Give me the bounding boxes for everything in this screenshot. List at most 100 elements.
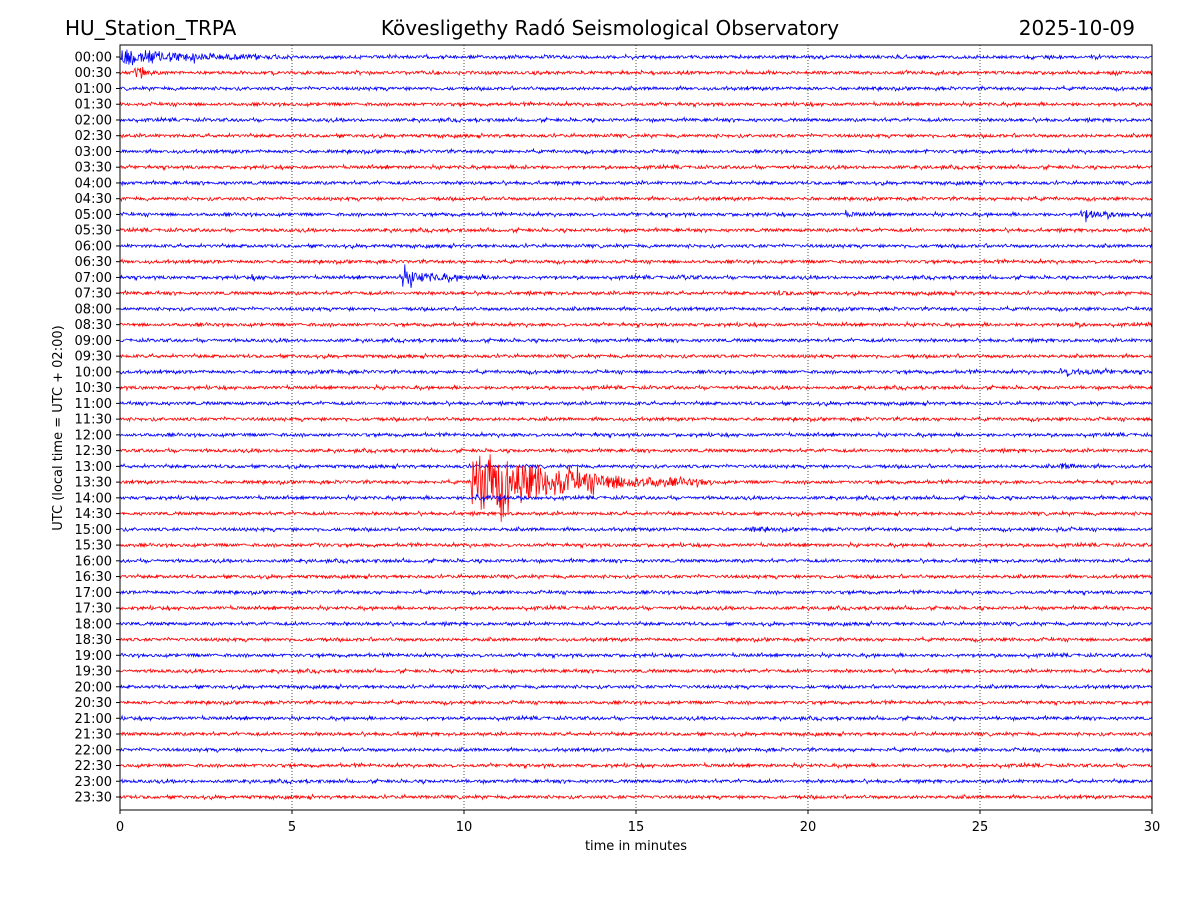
trace-1800 xyxy=(120,620,1152,628)
row-label: 13:30 xyxy=(75,476,112,491)
trace-2330 xyxy=(120,793,1152,801)
trace-0930 xyxy=(120,352,1152,360)
trace-0200 xyxy=(120,116,1152,124)
row-label: 19:00 xyxy=(75,649,112,664)
x-tick-label: 10 xyxy=(456,820,473,835)
trace-1900 xyxy=(120,651,1152,660)
trace-2130 xyxy=(120,730,1152,738)
row-label: 04:30 xyxy=(75,192,112,207)
trace-0500 xyxy=(120,209,1152,223)
x-axis-label: time in minutes xyxy=(585,839,687,854)
chart-date: 2025-10-09 xyxy=(1019,16,1135,40)
row-label: 15:00 xyxy=(75,523,112,538)
row-label: 03:30 xyxy=(75,161,112,176)
trace-1930 xyxy=(120,667,1152,675)
trace-1130 xyxy=(120,415,1152,423)
trace-0600 xyxy=(120,242,1152,250)
trace-0000 xyxy=(120,49,1152,66)
y-axis-label: UTC (local time = UTC + 02:00) xyxy=(51,325,66,530)
row-label: 00:30 xyxy=(75,66,112,81)
row-label: 14:30 xyxy=(75,507,112,522)
row-label: 05:00 xyxy=(75,208,112,223)
trace-1200 xyxy=(120,430,1152,439)
row-label: 12:30 xyxy=(75,444,112,459)
trace-0430 xyxy=(120,194,1152,203)
trace-0630 xyxy=(120,257,1152,266)
row-label: 16:30 xyxy=(75,570,112,585)
row-label: 10:00 xyxy=(75,365,112,380)
trace-1230 xyxy=(120,446,1152,455)
trace-0530 xyxy=(120,226,1152,234)
trace-0900 xyxy=(120,336,1152,345)
row-label: 06:30 xyxy=(75,255,112,270)
trace-0100 xyxy=(120,84,1152,93)
row-label: 14:00 xyxy=(75,491,112,506)
trace-1100 xyxy=(120,399,1152,408)
row-label: 04:00 xyxy=(75,176,112,191)
row-label: 11:30 xyxy=(75,413,112,428)
trace-2200 xyxy=(120,746,1152,754)
trace-1600 xyxy=(120,557,1152,565)
row-label: 07:30 xyxy=(75,287,112,302)
row-label: 02:30 xyxy=(75,129,112,144)
trace-1000 xyxy=(120,367,1152,377)
row-label: 05:30 xyxy=(75,224,112,239)
trace-2030 xyxy=(120,698,1152,707)
trace-1430 xyxy=(120,509,1152,518)
row-label: 02:00 xyxy=(75,113,112,128)
trace-1500 xyxy=(120,525,1152,534)
trace-0030 xyxy=(120,66,1152,79)
trace-1400 xyxy=(120,493,1152,503)
row-label: 23:30 xyxy=(75,791,112,806)
row-label: 17:30 xyxy=(75,602,112,617)
trace-1630 xyxy=(120,572,1152,581)
station-name: HU_Station_TRPA xyxy=(65,16,237,40)
trace-0800 xyxy=(120,305,1152,313)
row-label: 08:30 xyxy=(75,318,112,333)
row-label: 11:00 xyxy=(75,397,112,412)
x-tick-label: 30 xyxy=(1144,820,1161,835)
row-label: 01:30 xyxy=(75,98,112,113)
trace-1030 xyxy=(120,383,1152,392)
row-label: 09:00 xyxy=(75,334,112,349)
trace-1330 xyxy=(120,454,1152,522)
row-label: 20:00 xyxy=(75,680,112,695)
trace-0400 xyxy=(120,179,1152,187)
x-tick-label: 25 xyxy=(972,820,989,835)
trace-2230 xyxy=(120,761,1152,770)
x-tick-label: 15 xyxy=(628,820,645,835)
chart-title: Kövesligethy Radó Seismological Observat… xyxy=(381,16,839,40)
row-label: 01:00 xyxy=(75,82,112,97)
row-label: 22:00 xyxy=(75,743,112,758)
trace-1830 xyxy=(120,635,1152,644)
row-label: 10:30 xyxy=(75,381,112,396)
row-label: 15:30 xyxy=(75,539,112,554)
x-tick-label: 0 xyxy=(116,820,124,835)
trace-1730 xyxy=(120,603,1152,612)
trace-1700 xyxy=(120,588,1152,597)
row-label: 18:00 xyxy=(75,617,112,632)
row-label: 21:30 xyxy=(75,728,112,743)
row-label: 22:30 xyxy=(75,759,112,774)
trace-0300 xyxy=(120,147,1152,156)
row-label: 16:00 xyxy=(75,554,112,569)
trace-1530 xyxy=(120,541,1152,549)
trace-2000 xyxy=(120,683,1152,691)
trace-0230 xyxy=(120,131,1152,140)
row-label: 03:00 xyxy=(75,145,112,160)
row-label: 13:00 xyxy=(75,460,112,475)
row-label: 00:00 xyxy=(75,51,112,66)
trace-0330 xyxy=(120,163,1152,172)
row-label: 17:00 xyxy=(75,586,112,601)
x-tick-label: 20 xyxy=(800,820,817,835)
trace-0730 xyxy=(120,289,1152,297)
trace-0130 xyxy=(120,100,1152,108)
trace-2100 xyxy=(120,714,1152,723)
trace-1300 xyxy=(120,462,1152,470)
trace-0700 xyxy=(120,264,1152,288)
row-label: 21:00 xyxy=(75,712,112,727)
row-label: 09:30 xyxy=(75,350,112,365)
row-label: 12:00 xyxy=(75,428,112,443)
row-label: 23:00 xyxy=(75,775,112,790)
